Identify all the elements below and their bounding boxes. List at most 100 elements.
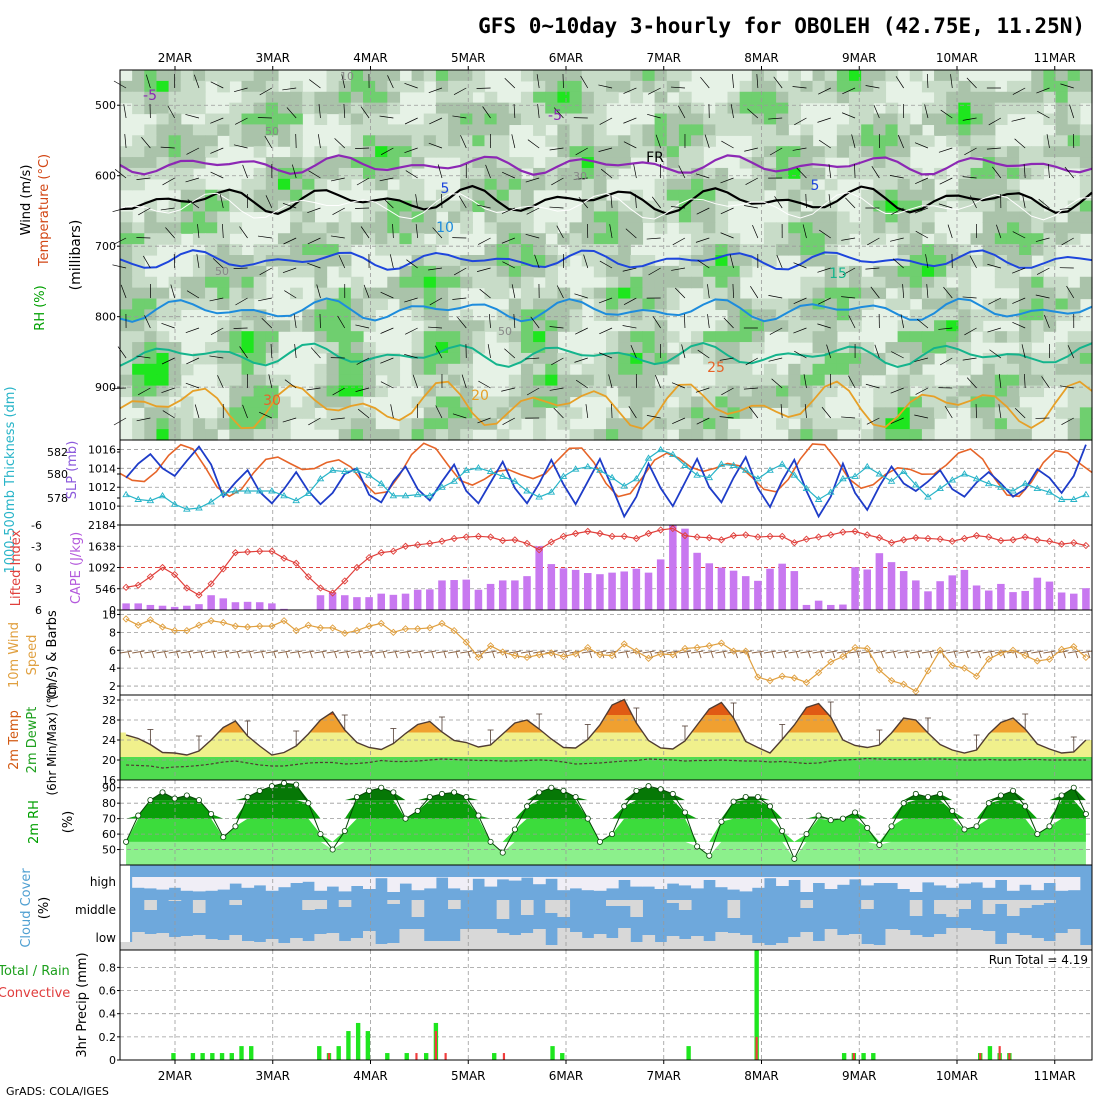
rh-cell bbox=[618, 146, 631, 158]
rh2m-point bbox=[657, 786, 664, 793]
rh-cell bbox=[994, 363, 1008, 376]
wind-barb bbox=[672, 417, 686, 425]
wind-barb bbox=[771, 378, 783, 389]
rh-cell bbox=[387, 91, 401, 104]
rh-cell bbox=[363, 135, 376, 147]
wind-barb bbox=[144, 315, 151, 329]
wind-barb-flag bbox=[164, 651, 167, 659]
thickness-point bbox=[693, 471, 701, 478]
lifted-index-point bbox=[705, 534, 713, 542]
rh-cell bbox=[399, 276, 413, 289]
slp-tick-label: 1014 bbox=[88, 462, 116, 475]
rh-cell bbox=[970, 374, 984, 387]
rh-cell bbox=[277, 244, 291, 256]
rh-cell bbox=[800, 211, 814, 223]
rh-cell bbox=[338, 385, 352, 398]
rh-cell bbox=[715, 276, 729, 289]
wind-barb bbox=[415, 194, 419, 209]
rh-cell bbox=[1067, 113, 1081, 126]
rh-cell bbox=[642, 135, 656, 147]
rh-cell bbox=[533, 374, 546, 387]
rh-cell bbox=[460, 200, 473, 213]
rh-cell bbox=[618, 222, 631, 234]
cloud-low-area bbox=[593, 934, 607, 950]
rh-cell bbox=[970, 309, 984, 321]
wind-barb bbox=[841, 237, 856, 241]
date-label-bottom: 10MAR bbox=[936, 1069, 978, 1083]
rh-cell bbox=[861, 80, 874, 93]
wind-barb bbox=[233, 87, 248, 93]
rh-cell bbox=[375, 157, 388, 169]
cape-bar bbox=[717, 567, 726, 610]
cape-bar bbox=[523, 576, 531, 610]
wind-barb bbox=[525, 233, 540, 239]
rh-cell bbox=[192, 70, 206, 82]
rh2m-point bbox=[1022, 803, 1029, 810]
rh-cell bbox=[909, 255, 923, 267]
rh-cell bbox=[897, 396, 911, 408]
rh-cell bbox=[982, 363, 996, 376]
wind-barb bbox=[1012, 267, 1026, 274]
rh-cell bbox=[873, 211, 887, 223]
rh-cell bbox=[277, 396, 291, 408]
cloud-low-area bbox=[533, 929, 546, 950]
rh-cell bbox=[350, 233, 364, 245]
precip-total-bar bbox=[249, 1046, 254, 1060]
rh-cell bbox=[1055, 124, 1069, 136]
cloud-low-area bbox=[460, 929, 473, 950]
rh-cell bbox=[678, 113, 692, 126]
precip-total-bar bbox=[560, 1053, 565, 1060]
rh-cell bbox=[350, 309, 364, 321]
lifted-tick-label: 6 bbox=[35, 604, 42, 617]
rh-cell bbox=[156, 146, 170, 158]
rh-cell bbox=[569, 113, 583, 126]
cloud-high-gap bbox=[205, 877, 218, 891]
rh-cell bbox=[606, 298, 619, 311]
rh2m-point bbox=[390, 789, 397, 796]
rh-cell bbox=[994, 429, 1008, 441]
cloud-low-area bbox=[363, 931, 376, 950]
rh-cell bbox=[472, 265, 486, 278]
rh-cell bbox=[630, 135, 644, 147]
slp-axis-label: SLP (mb) bbox=[65, 441, 80, 500]
rh-cell bbox=[618, 385, 631, 398]
rh-cell bbox=[921, 320, 935, 332]
rh-cell bbox=[241, 298, 255, 311]
rh-cell bbox=[411, 80, 425, 93]
cape-bar bbox=[766, 568, 774, 610]
wind-barb bbox=[404, 117, 418, 125]
rh-cell bbox=[921, 396, 935, 408]
rh-cell bbox=[423, 211, 437, 223]
rh-cell bbox=[776, 385, 789, 398]
rh-cell bbox=[156, 331, 170, 343]
contour-label: 50 bbox=[215, 265, 229, 278]
rh-cell bbox=[399, 200, 413, 213]
wind-speed-point bbox=[474, 653, 483, 662]
rh-cell bbox=[484, 320, 498, 332]
rh-cell bbox=[715, 287, 729, 300]
rh-cell bbox=[678, 396, 692, 408]
rh-cell bbox=[642, 298, 656, 311]
rh2m-point bbox=[463, 794, 470, 801]
precip-side-label-total: Total / Rain bbox=[0, 964, 70, 979]
rh-cell bbox=[715, 320, 729, 332]
rh-cell bbox=[921, 102, 935, 115]
wind-barb bbox=[752, 224, 759, 239]
wind-barb bbox=[526, 207, 540, 215]
rh-cell bbox=[265, 429, 279, 441]
rh-cell bbox=[326, 70, 340, 82]
rh-cell bbox=[824, 276, 838, 289]
wind-barb bbox=[453, 87, 467, 96]
wind-barb-flag bbox=[236, 651, 240, 659]
rh2m-point bbox=[730, 798, 737, 805]
wind-axis-label-3: (m/s) & Barbs bbox=[45, 610, 60, 700]
cape-bar bbox=[790, 571, 799, 610]
wind-barb bbox=[897, 134, 904, 149]
rh-cell bbox=[326, 407, 340, 419]
rh-cell bbox=[411, 146, 425, 158]
rh-cell bbox=[180, 276, 194, 289]
wind-barb bbox=[704, 134, 710, 149]
rh-cell bbox=[921, 374, 935, 387]
rh-cell bbox=[885, 265, 899, 278]
rh-cell bbox=[836, 146, 850, 158]
